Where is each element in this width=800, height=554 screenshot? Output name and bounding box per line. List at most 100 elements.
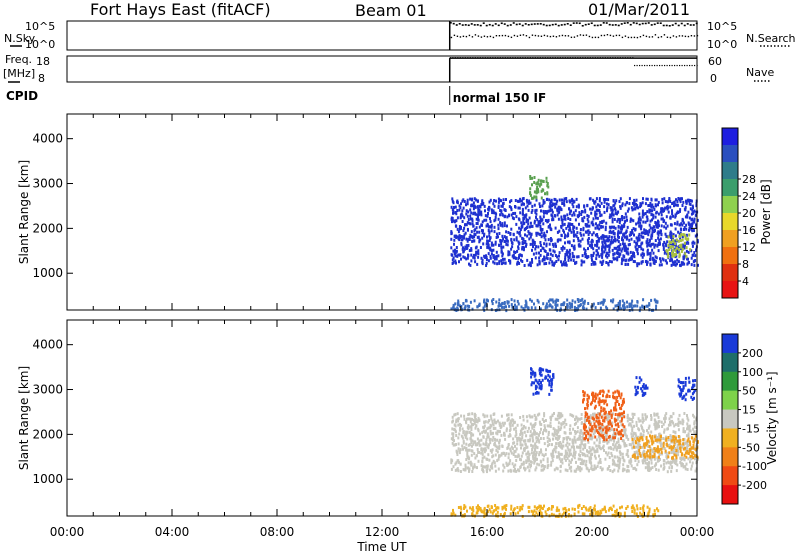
echo-cell bbox=[554, 214, 557, 218]
echo-cell bbox=[493, 204, 496, 208]
echo-cell bbox=[654, 243, 657, 247]
nave-label: Nave bbox=[746, 66, 774, 79]
echo-cell bbox=[671, 460, 674, 464]
echo-cell bbox=[681, 235, 684, 239]
echo-cell bbox=[485, 301, 487, 305]
nsky-point bbox=[554, 23, 557, 26]
echo-cell bbox=[677, 384, 680, 388]
echo-cell bbox=[621, 417, 623, 421]
echo-cell bbox=[607, 253, 610, 257]
echo-cell bbox=[651, 203, 654, 207]
echo-cell bbox=[452, 249, 455, 253]
echo-cell bbox=[669, 460, 672, 464]
echo-cell bbox=[583, 420, 586, 424]
echo-cell bbox=[517, 247, 520, 251]
echo-cell bbox=[667, 252, 670, 256]
echo-cell bbox=[640, 203, 643, 207]
echo-cell bbox=[516, 423, 519, 427]
nave-point bbox=[479, 57, 481, 59]
echo-cell bbox=[655, 204, 657, 208]
echo-cell bbox=[660, 263, 663, 267]
echo-cell bbox=[668, 197, 671, 201]
echo-cell bbox=[650, 242, 653, 246]
echo-cell bbox=[460, 257, 462, 261]
nave-point bbox=[547, 57, 549, 59]
echo-cell bbox=[635, 389, 638, 392]
echo-cell bbox=[456, 453, 459, 456]
echo-cell bbox=[471, 412, 474, 416]
echo-cell bbox=[670, 234, 673, 238]
echo-cell bbox=[482, 447, 485, 451]
echo-cell bbox=[670, 245, 673, 249]
echo-cell bbox=[540, 427, 542, 431]
echo-cell bbox=[490, 225, 493, 229]
echo-cell bbox=[669, 252, 671, 256]
echo-cell bbox=[605, 235, 608, 239]
echo-cell bbox=[480, 438, 483, 442]
echo-cell bbox=[533, 302, 535, 306]
echo-cell bbox=[654, 463, 657, 467]
echo-cell bbox=[682, 438, 685, 442]
nsearch-point bbox=[495, 35, 498, 37]
echo-cell bbox=[542, 188, 545, 192]
echo-cell bbox=[509, 419, 512, 423]
echo-cell bbox=[495, 236, 498, 239]
echo-cell bbox=[494, 242, 497, 246]
echo-cell bbox=[682, 430, 685, 434]
echo-cell bbox=[630, 237, 633, 241]
echo-cell bbox=[500, 239, 503, 243]
echo-cell bbox=[648, 204, 651, 207]
echo-cell bbox=[644, 455, 647, 459]
echo-cell bbox=[554, 226, 557, 230]
echo-cell bbox=[507, 443, 510, 447]
echo-cell bbox=[639, 436, 642, 440]
nsky-point bbox=[617, 24, 620, 27]
echo-cell bbox=[584, 249, 587, 252]
echo-cell bbox=[636, 463, 639, 467]
echo-cell bbox=[480, 256, 483, 260]
echo-cell bbox=[651, 434, 654, 438]
echo-cell bbox=[503, 224, 506, 228]
nsky-point bbox=[656, 22, 659, 24]
echo-cell bbox=[589, 449, 592, 453]
echo-cell bbox=[558, 434, 561, 438]
echo-cell bbox=[568, 442, 571, 446]
echo-cell bbox=[496, 510, 499, 514]
echo-cell bbox=[686, 416, 689, 420]
echo-cell bbox=[465, 448, 468, 452]
echo-cell bbox=[691, 224, 693, 228]
echo-cell bbox=[495, 257, 498, 261]
echo-cell bbox=[649, 434, 651, 438]
echo-cell bbox=[681, 247, 684, 251]
echo-cell bbox=[665, 455, 668, 459]
echo-cell bbox=[471, 506, 474, 510]
echo-cell bbox=[450, 232, 453, 236]
echo-cell bbox=[548, 392, 551, 396]
echo-cell bbox=[621, 414, 623, 418]
echo-cell bbox=[519, 253, 522, 257]
echo-cell bbox=[602, 394, 604, 398]
echo-cell bbox=[667, 423, 670, 427]
echo-cell bbox=[600, 415, 603, 419]
nsky-point bbox=[551, 23, 554, 26]
echo-cell bbox=[531, 224, 534, 228]
echo-cell bbox=[680, 222, 683, 226]
echo-cell bbox=[594, 200, 597, 204]
echo-cell bbox=[546, 424, 549, 428]
nave-point bbox=[691, 64, 693, 67]
echo-cell bbox=[682, 386, 685, 390]
echo-cell bbox=[586, 217, 589, 221]
echo-cell bbox=[551, 449, 554, 453]
echo-cell bbox=[453, 219, 455, 223]
echo-cell bbox=[694, 454, 697, 458]
echo-cell bbox=[550, 378, 553, 382]
echo-cell bbox=[490, 241, 493, 245]
echo-cell bbox=[600, 434, 603, 438]
echo-cell bbox=[636, 264, 639, 268]
echo-cell bbox=[561, 263, 564, 267]
echo-cell bbox=[631, 228, 634, 232]
echo-cell bbox=[489, 432, 492, 436]
echo-cell bbox=[646, 439, 649, 443]
echo-cell bbox=[496, 429, 499, 433]
